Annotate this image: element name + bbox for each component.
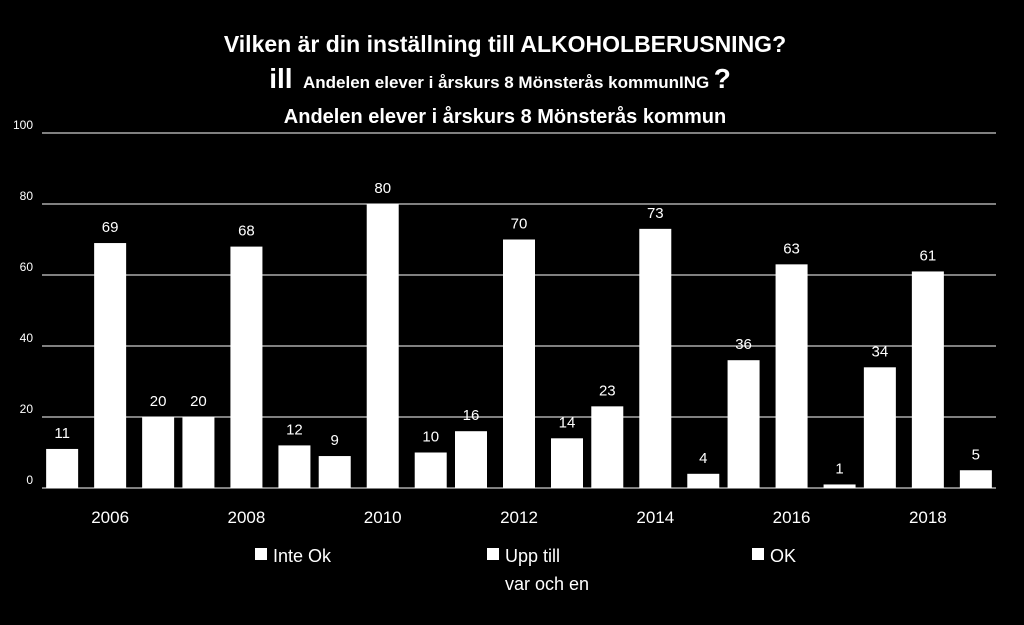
y-tick-label: 60 — [20, 260, 34, 274]
data-label: 68 — [238, 223, 255, 240]
bar — [863, 367, 896, 488]
bar — [94, 243, 127, 488]
data-label: 63 — [783, 240, 800, 257]
data-label: 20 — [150, 393, 167, 410]
data-label: 5 — [972, 446, 980, 463]
bar — [687, 473, 720, 488]
data-label: 80 — [374, 180, 391, 197]
data-label: 70 — [511, 216, 528, 233]
x-tick-label: 2016 — [773, 508, 811, 527]
chart-title-line2-suffix: ? — [714, 63, 731, 94]
data-label: 73 — [647, 205, 664, 222]
y-tick-label: 100 — [13, 118, 33, 132]
legend-label-line2: var och en — [505, 574, 589, 594]
bar — [414, 452, 447, 488]
data-label: 61 — [920, 247, 937, 264]
x-tick-label: 2008 — [228, 508, 266, 527]
chart-title-line1: Vilken är din inställning till ALKOHOLBE… — [224, 31, 786, 57]
data-labels: 11 69 20 20 68 12 9 80 10 16 70 14 23 73 4 36 63 1 34 61 5 — [54, 180, 980, 477]
x-tick-label: 2012 — [500, 508, 538, 527]
legend-label: Inte Ok — [273, 546, 332, 566]
y-tick-label: 40 — [20, 331, 34, 345]
data-label: 34 — [872, 343, 889, 360]
bar — [142, 417, 175, 488]
legend-label: Upp till — [505, 546, 560, 566]
data-label: 20 — [190, 393, 207, 410]
data-label: 14 — [559, 414, 576, 431]
legend: Inte Ok Upp till var och en OK — [255, 546, 796, 594]
chart-title-line2: ill Andelen elever i årskurs 8 Mönsterås… — [269, 63, 731, 94]
y-tick-label: 20 — [20, 402, 34, 416]
x-axis-ticks: 2006 2008 2010 2012 2014 2016 2018 — [91, 508, 947, 527]
data-label: 4 — [699, 450, 707, 467]
data-label: 69 — [102, 219, 119, 236]
bar — [639, 228, 672, 488]
y-tick-label: 80 — [20, 189, 34, 203]
x-tick-label: 2010 — [364, 508, 402, 527]
data-label: 12 — [286, 421, 303, 438]
bar — [775, 264, 808, 488]
legend-swatch — [487, 548, 499, 560]
bar — [278, 445, 311, 488]
data-label: 11 — [54, 425, 70, 442]
bar — [366, 204, 399, 488]
chart-title-line2-main: Andelen elever i årskurs 8 Mönsterås kom… — [303, 73, 709, 92]
data-label: 1 — [835, 460, 843, 477]
x-tick-label: 2018 — [909, 508, 947, 527]
data-label: 16 — [463, 407, 480, 424]
bar — [727, 360, 760, 488]
bar — [455, 431, 487, 488]
bar — [959, 470, 992, 488]
bar — [503, 239, 535, 488]
y-tick-label: 0 — [26, 473, 33, 487]
bar — [591, 406, 624, 488]
bar — [911, 271, 944, 488]
bar — [318, 456, 351, 488]
bar — [46, 448, 79, 488]
x-tick-label: 2006 — [91, 508, 129, 527]
bar — [182, 417, 215, 488]
y-axis-ticks: 0 20 40 60 80 100 — [13, 118, 33, 487]
legend-swatch — [752, 548, 764, 560]
legend-label: OK — [770, 546, 796, 566]
data-label: 23 — [599, 382, 616, 399]
bar — [551, 438, 583, 488]
bars — [46, 204, 992, 488]
data-label: 36 — [735, 336, 752, 353]
data-label: 9 — [331, 432, 339, 449]
data-label: 10 — [422, 429, 439, 446]
x-tick-label: 2014 — [636, 508, 674, 527]
chart-title-line3: Andelen elever i årskurs 8 Mönsterås kom… — [284, 105, 726, 128]
legend-swatch — [255, 548, 267, 560]
bar — [823, 484, 856, 488]
chart-title-line2-prefix: ill — [269, 63, 292, 94]
bar — [230, 246, 263, 488]
